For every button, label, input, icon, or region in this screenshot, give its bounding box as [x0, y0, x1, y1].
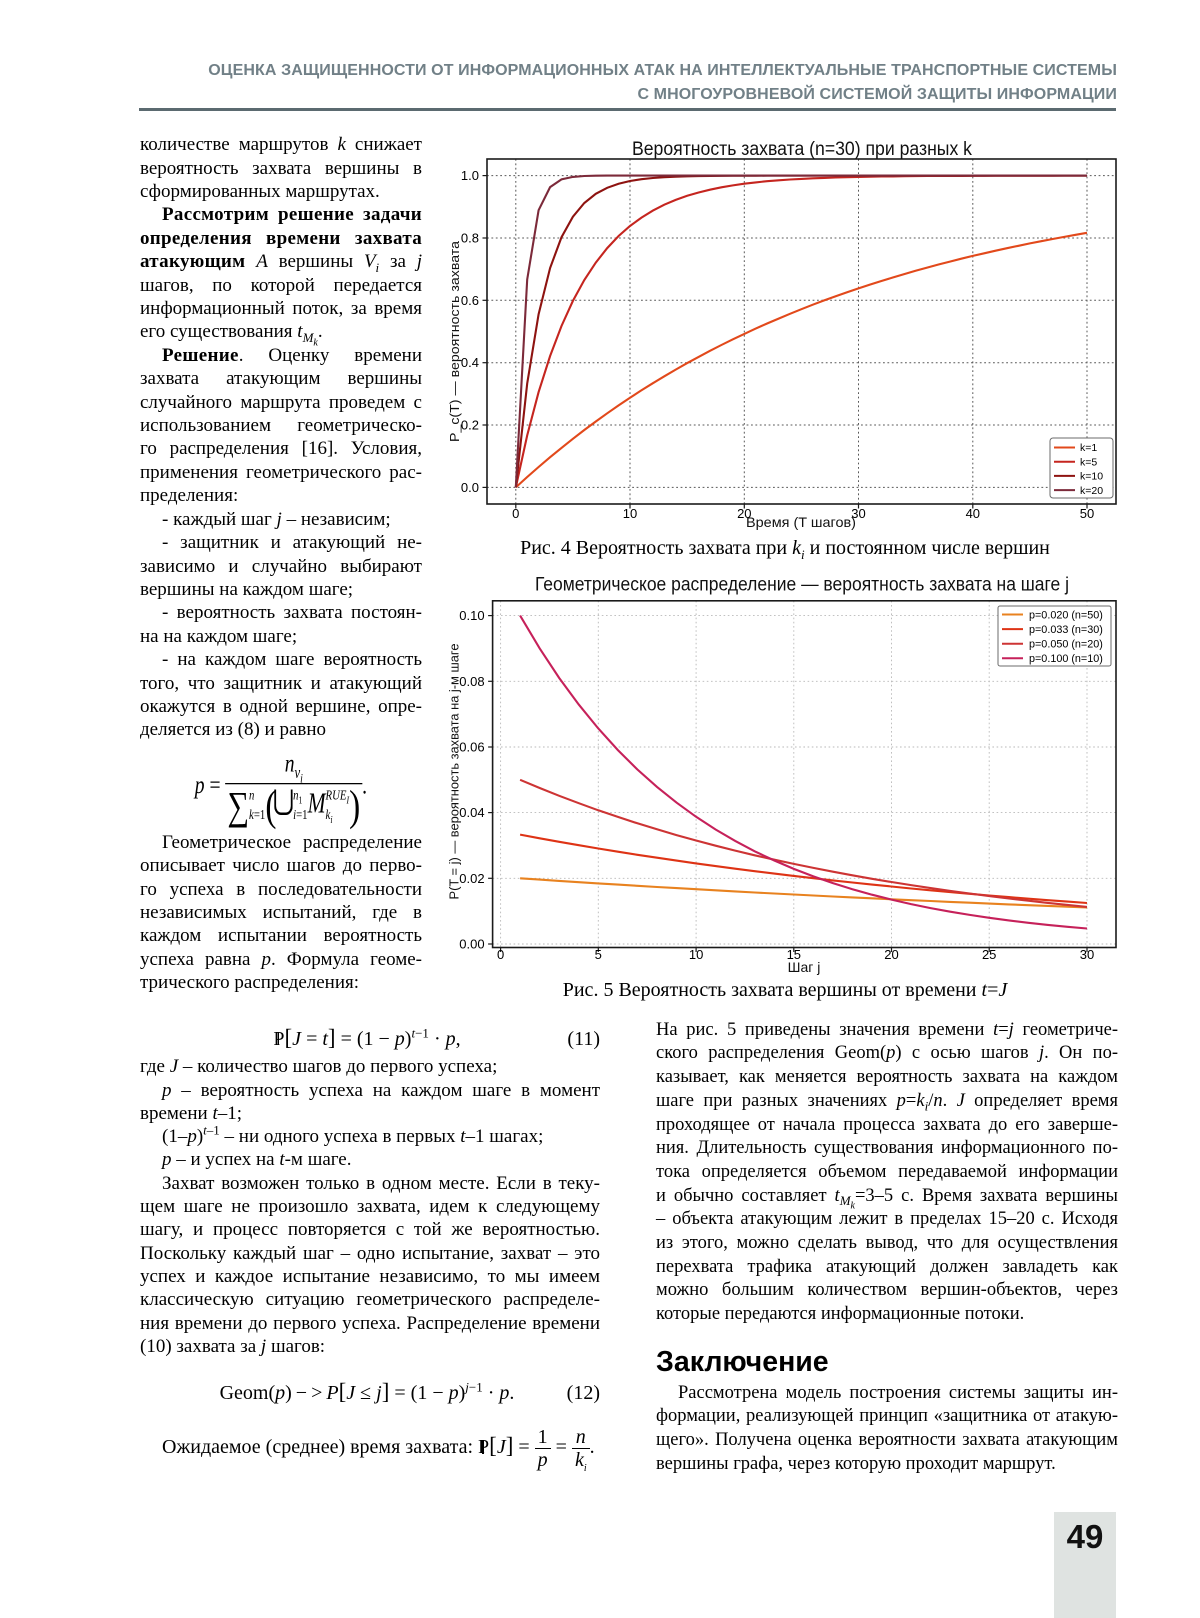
svg-text:0.08: 0.08 [459, 674, 484, 689]
svg-text:Вероятность захвата (n=30) при: Вероятность захвата (n=30) при разных k [632, 139, 972, 160]
svg-text:0: 0 [512, 506, 519, 521]
svg-text:25: 25 [982, 947, 996, 962]
svg-text:k=5: k=5 [1080, 456, 1097, 468]
svg-text:30: 30 [851, 506, 865, 521]
svg-text:0.2: 0.2 [461, 418, 479, 433]
svg-text:p=0.033 (n=30): p=0.033 (n=30) [1029, 624, 1103, 636]
svg-text:0.4: 0.4 [461, 355, 479, 370]
svg-text:0.10: 0.10 [459, 608, 484, 623]
svg-text:Геометрическое распределение —: Геометрическое распределение — вероятнос… [535, 575, 1069, 596]
svg-text:0.0: 0.0 [461, 480, 479, 495]
svg-text:k=1: k=1 [1080, 442, 1097, 454]
svg-text:0: 0 [497, 947, 504, 962]
svg-text:k=10: k=10 [1080, 471, 1103, 483]
svg-text:0.06: 0.06 [459, 740, 484, 755]
svg-text:k=20: k=20 [1080, 485, 1103, 497]
svg-text:p=0.020 (n=50): p=0.020 (n=50) [1029, 609, 1103, 621]
svg-text:Время (T шагов): Время (T шагов) [746, 514, 856, 530]
svg-text:p=0.050 (n=20): p=0.050 (n=20) [1029, 639, 1103, 651]
svg-text:10: 10 [623, 506, 637, 521]
svg-text:p=0.100 (n=10): p=0.100 (n=10) [1029, 653, 1103, 665]
svg-text:0.8: 0.8 [461, 231, 479, 246]
svg-text:0.00: 0.00 [459, 937, 484, 952]
svg-text:0.02: 0.02 [459, 871, 484, 886]
svg-text:5: 5 [595, 947, 602, 962]
svg-text:40: 40 [966, 506, 980, 521]
svg-text:10: 10 [689, 947, 703, 962]
svg-text:Шаг j: Шаг j [788, 959, 821, 975]
svg-text:50: 50 [1080, 506, 1094, 521]
svg-text:1.0: 1.0 [461, 168, 479, 183]
svg-text:P(T = j) — вероятность захвата: P(T = j) — вероятность захвата на j-м ша… [447, 644, 462, 900]
svg-text:P_c(T) — вероятность захвата: P_c(T) — вероятность захвата [447, 240, 462, 442]
svg-text:15: 15 [787, 947, 801, 962]
svg-text:20: 20 [884, 947, 898, 962]
svg-text:0.04: 0.04 [459, 805, 484, 820]
svg-text:0.6: 0.6 [461, 293, 479, 308]
svg-text:30: 30 [1080, 947, 1094, 962]
svg-text:20: 20 [737, 506, 751, 521]
